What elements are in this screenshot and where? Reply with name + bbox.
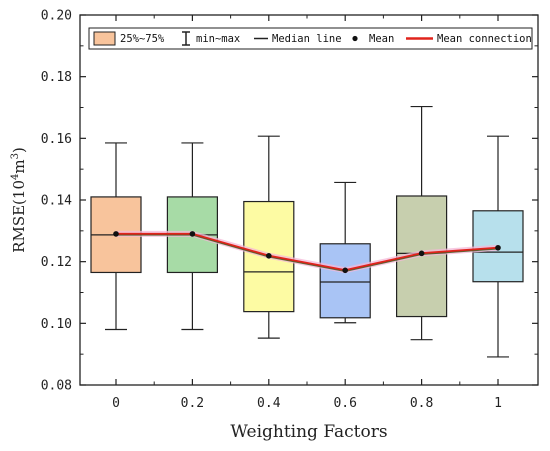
- mean-band-area: [116, 230, 498, 274]
- mean-band: [116, 230, 498, 274]
- box-0.6: [319, 181, 371, 324]
- mean-point-0: [113, 231, 119, 237]
- mean-connection-line: [116, 232, 499, 273]
- y-tick-label: 0.12: [41, 255, 72, 270]
- x-tick-label: 0.4: [257, 396, 281, 411]
- legend-mean-swatch: [352, 35, 358, 42]
- mean-polyline-shadow: [116, 234, 499, 273]
- y-tick-label: 0.10: [41, 317, 72, 332]
- box-0.4: [243, 135, 295, 339]
- y-tick-label: 0.16: [41, 132, 72, 147]
- x-tick-label: 0.2: [181, 396, 204, 411]
- box-0.8: [396, 105, 448, 341]
- legend-mean-line-label: Mean connection: [437, 33, 532, 45]
- legend-mean-label: Mean: [369, 33, 394, 45]
- mean-point-0.2: [189, 231, 196, 237]
- legend-whisker-swatch: [182, 31, 190, 46]
- y-axis-title: RMSE(104m3): [10, 147, 28, 253]
- legend-box-swatch: [93, 31, 116, 46]
- mean-point-1: [495, 244, 501, 251]
- legend-whisker-label: min~max: [196, 33, 240, 45]
- mean-point-0.8: [418, 250, 425, 257]
- legend-median-label: Median line: [272, 33, 342, 45]
- x-tick-label: 0.6: [333, 396, 356, 411]
- legend: 25%~75% min~max Median line Mean Mean co…: [88, 27, 533, 50]
- plot-frame: [79, 14, 539, 386]
- mean-point-0.4: [266, 253, 272, 259]
- y-tick-label: 0.08: [41, 379, 72, 394]
- y-axis-ticks: 0.08 0.10 0.12 0.14 0.16 0.18 0.20: [41, 9, 538, 394]
- x-tick-label: 1: [494, 396, 502, 411]
- x-tick-label: 0.8: [410, 396, 433, 411]
- y-tick-label: 0.20: [41, 9, 72, 24]
- x-tick-label: 0: [112, 396, 120, 411]
- mean-point-0.6: [342, 267, 349, 274]
- mean-points: [113, 231, 501, 274]
- mean-polyline: [116, 232, 499, 272]
- legend-frame: [88, 27, 533, 50]
- iqr-box: [319, 243, 371, 319]
- legend-box-label: 25%~75%: [120, 33, 165, 45]
- y-tick-label: 0.18: [41, 70, 72, 85]
- x-axis-title: Weighting Factors: [230, 422, 387, 442]
- x-axis-ticks: 0 0.2 0.4 0.6 0.8 1: [112, 15, 502, 411]
- y-tick-label: 0.14: [41, 194, 72, 209]
